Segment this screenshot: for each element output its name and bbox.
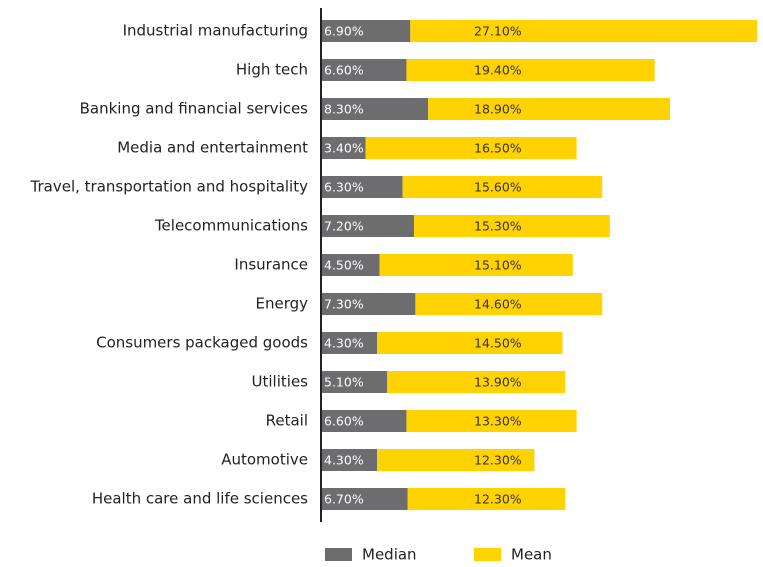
bar-segment [322, 371, 388, 393]
category-label: Media and entertainment [117, 139, 308, 157]
value-label: 15.60% [474, 180, 522, 195]
bar-segment [406, 59, 655, 81]
category-label: Travel, transportation and hospitality [30, 178, 309, 196]
category-label: Insurance [234, 256, 308, 274]
value-label: 4.50% [324, 258, 364, 273]
category-label: Telecommunications [154, 217, 308, 235]
bar-segment [428, 98, 670, 120]
value-label: 19.40% [474, 63, 522, 78]
value-label: 8.30% [324, 102, 364, 117]
value-label: 14.50% [474, 336, 522, 351]
value-label: 12.30% [474, 453, 522, 468]
bar-segment [322, 137, 366, 159]
bar-segment [322, 176, 403, 198]
value-label: 6.60% [324, 414, 364, 429]
value-label: 6.90% [324, 24, 364, 39]
bar-segment [322, 215, 415, 237]
legend-label: Median [362, 546, 417, 564]
value-label: 4.30% [324, 336, 364, 351]
category-label: Banking and financial services [80, 100, 309, 118]
category-label: High tech [236, 61, 308, 79]
bar-segment [402, 176, 603, 198]
value-label: 5.10% [324, 375, 364, 390]
value-label: 15.10% [474, 258, 522, 273]
bar-segment [322, 332, 378, 354]
bar-segment [365, 137, 577, 159]
bar-segment [322, 98, 429, 120]
bar-segment [322, 20, 411, 42]
value-label: 4.30% [324, 453, 364, 468]
bar-segment [407, 488, 566, 510]
value-label: 13.90% [474, 375, 522, 390]
value-label: 27.10% [474, 24, 522, 39]
bar-segment [379, 254, 573, 276]
bar-segment [322, 449, 378, 471]
bar-segment [377, 449, 535, 471]
value-label: 6.70% [324, 492, 364, 507]
category-label: Energy [255, 295, 308, 313]
value-label: 3.40% [324, 141, 364, 156]
legend-swatch [325, 548, 352, 561]
bar-segment [410, 20, 757, 42]
value-label: 7.30% [324, 297, 364, 312]
bar-segment [377, 332, 563, 354]
category-label: Automotive [221, 451, 308, 469]
category-label: Retail [266, 412, 308, 430]
value-label: 7.20% [324, 219, 364, 234]
value-label: 16.50% [474, 141, 522, 156]
category-label: Health care and life sciences [92, 490, 308, 508]
value-label: 6.60% [324, 63, 364, 78]
bar-segment [415, 293, 603, 315]
bar-segment [406, 410, 577, 432]
bar-segment [322, 59, 407, 81]
category-label: Industrial manufacturing [123, 22, 308, 40]
value-label: 13.30% [474, 414, 522, 429]
category-label: Utilities [252, 373, 309, 391]
value-label: 12.30% [474, 492, 522, 507]
value-label: 6.30% [324, 180, 364, 195]
value-label: 18.90% [474, 102, 522, 117]
value-label: 14.60% [474, 297, 522, 312]
bar-segment [322, 254, 380, 276]
category-label: Consumers packaged goods [96, 334, 308, 352]
legend-swatch [474, 548, 501, 561]
bar-segment [322, 410, 407, 432]
bar-segment [322, 293, 416, 315]
value-label: 15.30% [474, 219, 522, 234]
bar-segment [322, 488, 408, 510]
bar-segment [414, 215, 610, 237]
legend-label: Mean [511, 546, 552, 564]
bar-segment [387, 371, 566, 393]
